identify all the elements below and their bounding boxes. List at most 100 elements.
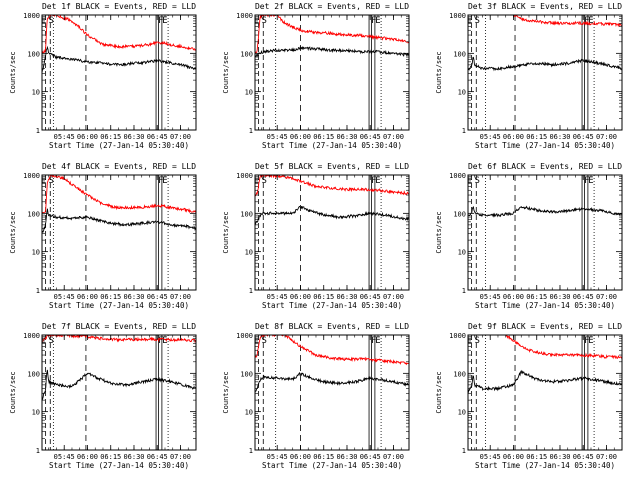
lld-trace [42,175,196,214]
lld-trace [42,15,196,54]
lld-trace [42,335,196,344]
y-tick-label: 10 [32,409,40,417]
events-trace [255,205,409,226]
x-tick-label: 06:30 [336,453,357,461]
x-tick-label: 06:15 [313,293,334,301]
x-tick-label: 06:00 [77,453,98,461]
marker-label: S [49,176,54,186]
y-tick-label: 10 [458,249,466,257]
events-trace [255,371,409,394]
x-tick-label: 06:45 [360,293,381,301]
y-tick-label: 1000 [23,332,40,340]
marker-label: S [262,336,267,346]
y-tick-label: 1 [462,447,466,455]
x-tick-label: 05:45 [267,453,288,461]
y-tick-label: 100 [453,50,466,58]
y-axis-label: Counts/sec [222,51,230,93]
y-tick-label: 1 [36,287,40,295]
lld-trace [513,15,622,28]
plot-frame [467,334,623,451]
x-tick-label: 06:15 [526,293,547,301]
y-tick-label: 1000 [449,172,466,180]
x-tick-label: 06:30 [549,133,570,141]
x-tick-label: 06:15 [100,133,121,141]
marker-label: S [49,16,54,26]
marker-label: E [162,16,167,26]
x-tick-label: 05:45 [54,133,75,141]
plot-frame [41,334,197,451]
y-axis-label: Counts/sec [222,211,230,253]
x-tick-label: 06:00 [290,133,311,141]
panel-title: Det 4f BLACK = Events, RED = LLD [42,162,196,171]
x-tick-label: 07:00 [383,453,404,461]
y-tick-label: 1000 [23,172,40,180]
x-axis-label: Start Time (27-Jan-14 05:30:40) [475,141,615,150]
x-tick-label: 06:30 [123,133,144,141]
x-tick-label: 06:00 [503,453,524,461]
x-axis-label: Start Time (27-Jan-14 05:30:40) [49,301,189,310]
plot-frame [467,174,623,291]
panel-title: Det 8f BLACK = Events, RED = LLD [255,322,409,331]
x-tick-label: 06:45 [360,453,381,461]
x-tick-label: 06:00 [77,293,98,301]
x-tick-label: 07:00 [170,293,191,301]
x-axis-label: Start Time (27-Jan-14 05:30:40) [475,461,615,470]
events-trace [42,369,196,402]
y-axis-label: Counts/sec [222,371,230,413]
events-trace [468,369,622,395]
x-axis-label: Start Time (27-Jan-14 05:30:40) [262,301,402,310]
panel-title: Det 3f BLACK = Events, RED = LLD [468,2,622,11]
events-trace [468,205,622,218]
y-tick-label: 1 [249,287,253,295]
marker-lines [471,175,595,290]
marker-label: F [584,176,589,186]
x-tick-label: 07:00 [596,453,617,461]
y-tick-label: 1000 [236,12,253,20]
x-tick-label: 06:15 [100,293,121,301]
x-tick-label: 06:00 [290,293,311,301]
lld-trace [255,175,409,197]
panel-title: Det 9f BLACK = Events, RED = LLD [468,322,622,331]
x-tick-label: 06:45 [147,453,168,461]
x-tick-label: 07:00 [383,293,404,301]
x-tick-label: 06:30 [549,293,570,301]
marker-label: E [375,336,380,346]
x-axis-label: Start Time (27-Jan-14 05:30:40) [49,141,189,150]
x-tick-label: 07:00 [596,293,617,301]
marker-lines [258,175,382,290]
y-tick-label: 100 [27,210,40,218]
marker-label: E [162,176,167,186]
x-tick-label: 06:30 [336,133,357,141]
x-tick-label: 05:45 [480,293,501,301]
marker-label: E [588,336,593,346]
marker-label: F [584,336,589,346]
y-tick-label: 100 [240,370,253,378]
panel-title: Det 1f BLACK = Events, RED = LLD [42,2,196,11]
lld-trace [255,15,409,55]
y-tick-label: 1000 [449,332,466,340]
y-tick-label: 100 [27,50,40,58]
marker-label: F [584,16,589,26]
marker-label: F [371,336,376,346]
x-tick-label: 06:45 [147,133,168,141]
x-tick-label: 06:45 [573,133,594,141]
y-tick-label: 1 [36,447,40,455]
x-tick-label: 06:45 [573,293,594,301]
marker-lines [45,15,169,130]
y-tick-label: 1000 [236,172,253,180]
y-tick-label: 1 [462,287,466,295]
x-axis-label: Start Time (27-Jan-14 05:30:40) [475,301,615,310]
marker-label: F [158,16,163,26]
x-tick-label: 06:30 [123,453,144,461]
y-tick-label: 1 [249,447,253,455]
marker-label: S [475,176,480,186]
y-tick-label: 10 [245,89,253,97]
marker-label: F [371,16,376,26]
